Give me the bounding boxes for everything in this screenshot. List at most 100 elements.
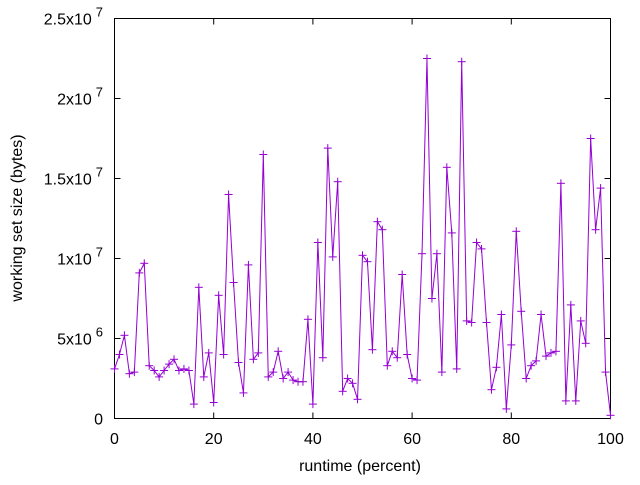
data-point-marker <box>194 283 203 292</box>
data-point-marker <box>477 244 486 253</box>
data-point-marker <box>234 358 243 367</box>
data-point-marker <box>274 347 283 356</box>
data-point-marker <box>527 361 536 370</box>
data-point-marker <box>467 318 476 327</box>
data-point-marker <box>174 366 183 375</box>
data-point-marker <box>259 150 268 159</box>
x-axis: 0 20 40 60 80 100 <box>110 18 624 448</box>
data-point-marker <box>189 400 198 409</box>
data-point-marker <box>546 348 555 357</box>
data-point-marker <box>254 348 263 357</box>
data-point-marker <box>313 238 322 247</box>
data-point-marker <box>378 225 387 234</box>
data-point-marker <box>353 395 362 404</box>
x-axis-label: runtime (percent) <box>299 458 421 475</box>
data-point-marker <box>170 355 179 364</box>
data-point-marker <box>279 374 288 383</box>
data-point-marker <box>601 368 610 377</box>
data-point-marker <box>537 310 546 319</box>
y-tick-exponent: 6 <box>96 325 103 340</box>
data-point-marker <box>576 316 585 325</box>
data-point-marker <box>249 355 258 364</box>
data-point-marker <box>452 364 461 373</box>
data-point-marker <box>289 376 298 385</box>
x-tick-label: 100 <box>597 431 624 448</box>
data-point-marker <box>373 217 382 226</box>
y-axis: 0 5x10 6 1x10 7 1.5x10 7 2x10 7 2.5x10 7 <box>44 5 611 429</box>
y-tick-exponent: 7 <box>96 245 103 260</box>
data-point-marker <box>482 318 491 327</box>
data-point-marker <box>303 315 312 324</box>
data-point-marker <box>155 372 164 381</box>
data-point-marker <box>472 238 481 247</box>
data-point-marker <box>502 404 511 413</box>
y-tick-mantissa: 2x10 <box>57 92 92 109</box>
data-point-marker <box>264 372 273 381</box>
data-point-marker <box>507 340 516 349</box>
data-point-marker <box>110 364 119 373</box>
data-point-marker <box>338 387 347 396</box>
data-point-marker <box>130 368 139 377</box>
data-point-marker <box>135 268 144 277</box>
data-point-marker <box>566 300 575 309</box>
data-point-marker <box>492 363 501 372</box>
y-tick-label: 2.5x10 7 <box>44 5 103 29</box>
data-point-marker <box>214 291 223 300</box>
data-point-marker <box>368 345 377 354</box>
data-point-marker <box>224 190 233 199</box>
y-tick-exponent: 7 <box>96 85 103 100</box>
data-point-marker <box>115 350 124 359</box>
data-point-marker <box>591 225 600 234</box>
data-point-marker <box>551 347 560 356</box>
data-point-marker <box>229 278 238 287</box>
data-point-marker <box>388 347 397 356</box>
data-point-marker <box>586 134 595 143</box>
plot-area-frame <box>114 18 611 419</box>
data-point-marker <box>199 372 208 381</box>
data-point-marker <box>125 369 134 378</box>
data-point-marker <box>184 366 193 375</box>
data-point-marker <box>348 379 357 388</box>
data-point-marker <box>571 396 580 405</box>
data-point-marker <box>204 348 213 357</box>
data-point-marker <box>179 364 188 373</box>
data-point-marker <box>393 353 402 362</box>
y-tick-label: 1.5x10 7 <box>44 165 103 189</box>
data-point-marker <box>358 251 367 260</box>
data-point-marker <box>437 368 446 377</box>
y-tick-exponent: 7 <box>96 165 103 180</box>
data-point-marker <box>596 184 605 193</box>
y-tick-label: 5x10 6 <box>57 325 103 349</box>
data-point-marker <box>512 227 521 236</box>
data-point-marker <box>542 352 551 361</box>
data-point-marker <box>318 353 327 362</box>
x-tick-label: 80 <box>502 431 520 448</box>
y-tick-label: 1x10 7 <box>57 245 103 269</box>
data-point-marker <box>398 270 407 279</box>
data-point-marker <box>308 400 317 409</box>
data-point-marker <box>363 257 372 266</box>
series-layer <box>110 54 615 420</box>
data-point-marker <box>403 350 412 359</box>
y-tick-exponent: 7 <box>96 5 103 20</box>
data-point-marker <box>462 316 471 325</box>
data-point-marker <box>497 310 506 319</box>
data-point-marker <box>140 259 149 268</box>
data-point-marker <box>244 260 253 269</box>
data-point-marker <box>517 307 526 316</box>
data-point-marker <box>447 228 456 237</box>
data-point-marker <box>408 374 417 383</box>
data-point-marker <box>323 144 332 153</box>
x-tick-label: 40 <box>304 431 322 448</box>
data-point-marker <box>120 331 129 340</box>
y-tick-mantissa: 2.5x10 <box>44 12 92 29</box>
x-tick-label: 60 <box>403 431 421 448</box>
data-point-marker <box>333 177 342 186</box>
data-point-marker <box>606 411 615 420</box>
y-tick-mantissa: 0 <box>94 412 103 429</box>
data-point-marker <box>413 376 422 385</box>
data-point-marker <box>418 249 427 258</box>
data-point-marker <box>556 179 565 188</box>
x-tick-label: 0 <box>110 431 119 448</box>
